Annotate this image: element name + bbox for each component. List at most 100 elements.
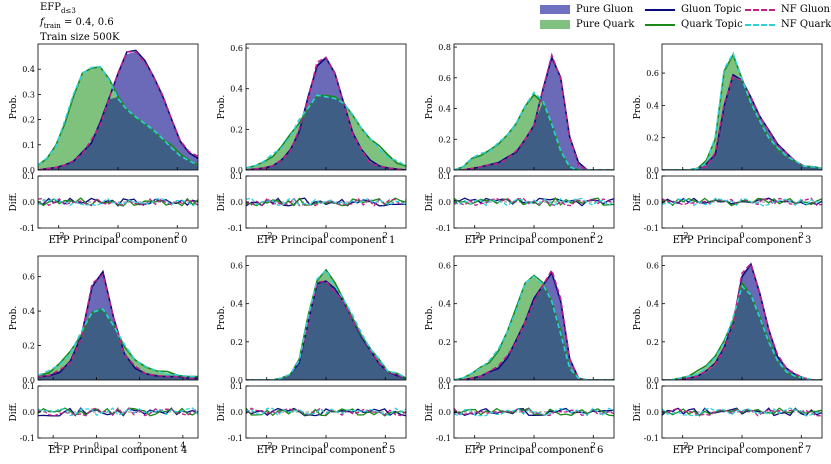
y-tick-label: 0.2 [230,125,243,134]
y-axis-label: Prob. [9,95,19,120]
y-tick-label: 0.4 [438,105,451,114]
diff-y-tick-label: 0.1 [646,172,659,181]
y-tick-label: 0.2 [438,338,451,347]
x-axis-label: EFP Principal component 0 [49,235,188,246]
y-tick-label: 0.0 [646,376,659,385]
y-axis-label: Prob. [217,306,227,331]
nf-quark-diff [245,197,407,207]
overlap-hist [246,94,406,170]
overlap-hist [662,76,822,170]
diff-y-tick-label: 0.0 [646,408,659,417]
nf-quark-diff [453,407,615,417]
y-tick-label: 0.0 [438,166,451,175]
x-axis-label: EFP Principal component 7 [673,445,812,456]
x-axis-label: EFP Principal component 4 [49,445,188,456]
x-tick-label: 0 [739,441,744,450]
diff-y-tick-label: 0.0 [230,198,243,207]
y-tick-label: 0.2 [646,338,659,347]
x-axis-label: EFP Principal component 2 [465,235,604,246]
plot-area-0 [38,49,198,170]
y-tick-label: 0.4 [22,65,35,74]
x-axis-label: EFP Principal component 3 [673,235,812,246]
x-tick-label: 4 [180,441,185,450]
quark-topic-line [454,93,614,170]
x-tick-label: 0 [531,231,536,240]
diff-axis-label: Diff. [9,192,19,211]
x-tick-label: 2 [383,231,388,240]
nf-quark-diff [245,407,407,417]
plot-area-4 [38,269,198,380]
diff-y-tick-label: -0.1 [228,224,243,233]
y-tick-label: 0.2 [646,134,659,143]
diff-axis-label: Diff. [217,192,227,211]
y-tick-label: 0.0 [22,166,35,175]
y-tick-label: 0.4 [646,101,659,110]
x-tick-label: −2 [469,441,481,450]
info-line-ftrain: ftrain = 0.4, 0.6 [40,17,114,30]
plot-area-2 [454,52,614,170]
diff-y-tick-label: 0.0 [22,198,35,207]
y-tick-label: 0.0 [646,166,659,175]
x-tick-label: 0 [323,231,328,240]
plot-area-7 [662,262,822,380]
y-axis-label: Prob. [9,306,19,331]
x-tick-label: 2 [591,231,596,240]
x-tick-label: 0 [323,441,328,450]
x-tick-label: −2 [261,231,273,240]
nf-gluon-line [454,268,614,380]
nf-gluon-line [662,262,822,380]
y-tick-label: 0.2 [230,338,243,347]
diff-y-tick-label: -0.1 [436,224,451,233]
diff-y-tick-label: 0.1 [438,172,451,181]
legend-item-nf-gluon: NF Gluon [745,4,830,16]
y-tick-label: 0.0 [230,166,243,175]
y-tick-label: 0.6 [646,69,659,78]
y-tick-label: 0.0 [438,376,451,385]
x-tick-label: 0 [531,441,536,450]
info-line-trainsize: Train size 500K [40,32,120,43]
diff-y-tick-label: -0.1 [228,434,243,443]
diff-y-tick-label: 0.0 [438,198,451,207]
diff-y-tick-label: -0.1 [20,224,35,233]
overlap-hist [454,102,614,170]
diff-axis-label: Diff. [217,402,227,421]
x-tick-label: −2 [47,441,59,450]
nf-gluon-line [246,280,406,380]
nf-quark-diff [453,197,615,207]
diff-y-tick-label: 0.1 [22,172,35,181]
diff-y-tick-label: 0.1 [646,382,659,391]
x-tick-label: 0 [115,231,120,240]
x-tick-label: 2 [137,441,142,450]
diff-axis-label: Diff. [633,192,643,211]
quark-topic-diff [661,407,823,417]
y-tick-label: 0.4 [646,300,659,309]
plot-area-6 [454,268,614,380]
nf-gluon-line [246,56,406,170]
plot-area-3 [662,51,822,170]
nf-quark-line [662,284,822,380]
x-tick-label: −2 [261,441,273,450]
legend-item-gluon-topic: Gluon Topic [645,4,741,16]
y-tick-label: 0.4 [22,307,35,316]
diff-y-tick-label: 0.0 [230,408,243,417]
x-tick-label: −2 [677,231,689,240]
diff-y-tick-label: 0.0 [22,408,35,417]
x-tick-label: 0 [94,441,99,450]
overlap-hist [662,284,822,380]
y-axis-label: Prob. [425,306,435,331]
legend-item-pure-quark: Pure Quark [540,19,635,31]
diff-y-tick-label: -0.1 [644,224,659,233]
diff-y-tick-label: 0.0 [438,408,451,417]
y-tick-label: 0.0 [230,376,243,385]
quark-topic-line [246,268,406,380]
nf-quark-diff [661,407,823,417]
y-axis-label: Prob. [633,306,643,331]
legend-item-quark-topic: Quark Topic [645,19,743,31]
